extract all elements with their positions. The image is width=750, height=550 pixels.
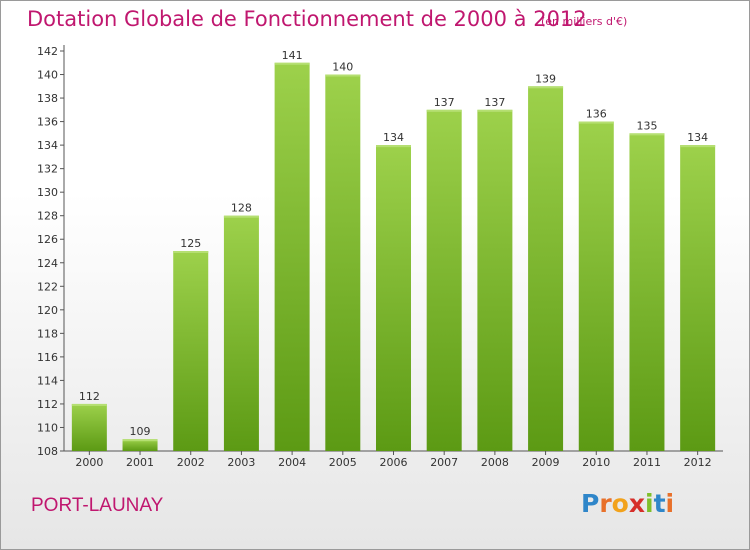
y-tick-label: 134 — [37, 139, 58, 152]
commune-name: PORT-LAUNAY — [31, 495, 164, 516]
bar — [274, 62, 310, 451]
bar-highlight — [376, 145, 411, 148]
bar — [629, 133, 665, 451]
y-tick-label: 132 — [37, 163, 58, 176]
data-label: 140 — [332, 61, 353, 74]
x-tick-label: 2011 — [633, 456, 661, 469]
logo-letter: o — [611, 489, 629, 518]
x-tick-label: 2000 — [75, 456, 103, 469]
y-tick-label: 116 — [37, 351, 58, 364]
logo-letter: r — [599, 489, 612, 518]
x-tick-label: 2012 — [684, 456, 712, 469]
bar — [578, 121, 614, 452]
bar — [426, 109, 462, 451]
data-label: 112 — [79, 390, 100, 403]
y-tick-label: 124 — [37, 257, 58, 270]
logo-letter: x — [628, 489, 645, 518]
bar-highlight — [680, 145, 716, 148]
y-tick-label: 142 — [37, 45, 58, 58]
data-label: 109 — [130, 425, 151, 438]
data-label: 136 — [586, 108, 607, 121]
x-tick-label: 2006 — [380, 456, 408, 469]
x-tick-label: 2010 — [582, 456, 610, 469]
data-label: 128 — [231, 202, 252, 215]
data-label: 141 — [282, 49, 303, 62]
bar — [477, 109, 513, 451]
chart-subtitle: (en milliers d'€) — [541, 15, 628, 28]
bar — [325, 74, 361, 451]
bar — [71, 403, 107, 451]
y-tick-label: 118 — [37, 327, 58, 340]
logo-letter: i — [665, 489, 675, 518]
x-tick-label: 2001 — [126, 456, 154, 469]
y-tick-label: 126 — [37, 233, 58, 246]
bar-highlight — [223, 215, 259, 218]
y-tick-label: 112 — [37, 398, 58, 411]
bar — [528, 86, 564, 451]
y-tick-label: 120 — [37, 304, 58, 317]
data-label: 135 — [636, 119, 657, 132]
y-tick-label: 110 — [37, 421, 58, 434]
data-label: 125 — [180, 237, 201, 250]
y-tick-label: 138 — [37, 92, 58, 105]
x-tick-label: 2008 — [481, 456, 509, 469]
bar-highlight — [528, 86, 564, 89]
bar-highlight — [477, 109, 513, 112]
logo-letter: t — [653, 489, 666, 518]
bar — [376, 145, 411, 451]
y-tick-label: 128 — [37, 210, 58, 223]
bar-highlight — [274, 62, 310, 65]
x-tick-label: 2009 — [532, 456, 560, 469]
y-tick-label: 140 — [37, 69, 58, 82]
proxiti-logo: Proxiti — [581, 489, 674, 518]
bar-highlight — [578, 121, 614, 124]
bar — [223, 215, 259, 451]
data-label: 139 — [535, 72, 556, 85]
x-tick-label: 2004 — [278, 456, 306, 469]
bar-highlight — [426, 109, 462, 112]
bar — [122, 439, 158, 451]
y-tick-label: 122 — [37, 280, 58, 293]
bar-highlight — [173, 251, 209, 253]
y-tick-label: 130 — [37, 186, 58, 199]
logo-letter: P — [581, 489, 600, 518]
data-label: 134 — [687, 131, 708, 144]
y-tick-label: 136 — [37, 116, 58, 129]
chart-title: Dotation Globale de Fonctionnement de 20… — [27, 7, 587, 31]
bar-highlight — [629, 133, 665, 136]
bar-highlight — [71, 403, 107, 406]
x-tick-label: 2007 — [430, 456, 458, 469]
data-label: 137 — [484, 96, 505, 109]
x-tick-label: 2005 — [329, 456, 357, 469]
bar — [680, 145, 716, 451]
bar-highlight — [122, 439, 158, 442]
bar-highlight — [325, 74, 361, 77]
x-tick-label: 2003 — [227, 456, 255, 469]
bar — [173, 251, 209, 451]
y-tick-label: 108 — [37, 445, 58, 458]
logo-letter: i — [645, 489, 654, 518]
data-label: 134 — [383, 131, 404, 144]
x-tick-label: 2002 — [177, 456, 205, 469]
data-label: 137 — [434, 96, 455, 109]
y-tick-label: 114 — [37, 374, 58, 387]
